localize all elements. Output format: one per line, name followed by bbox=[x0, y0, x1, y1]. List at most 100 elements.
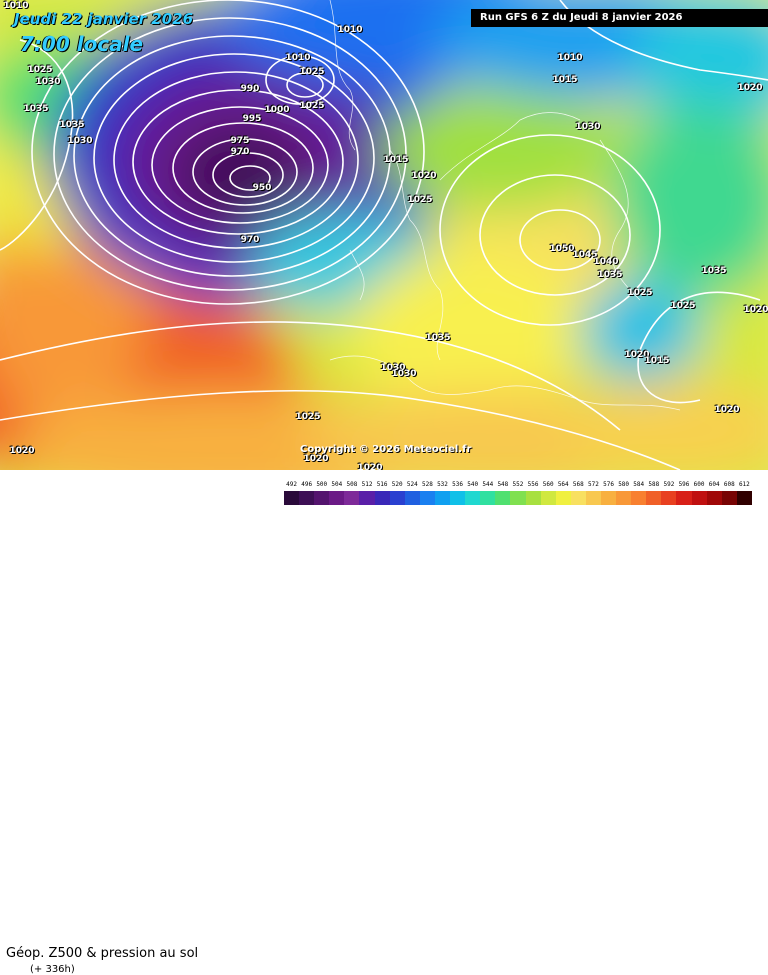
scale-tick-label: 552 bbox=[512, 481, 524, 488]
isobar-label: 970 bbox=[240, 235, 260, 245]
isobar-label: 1030 bbox=[35, 77, 61, 87]
scale-tick-label: 612 bbox=[738, 481, 750, 488]
isobar-label: 1050 bbox=[549, 244, 575, 254]
isobar-label: 1010 bbox=[285, 53, 311, 63]
scale-swatch bbox=[284, 491, 300, 505]
isobar-label: 1020 bbox=[411, 171, 437, 181]
scale-tick-label: 608 bbox=[723, 481, 735, 488]
product-title: Géop. Z500 & pression au sol bbox=[6, 946, 199, 961]
geopotential-colour-field bbox=[0, 0, 768, 470]
isobar-label: 1035 bbox=[23, 104, 49, 114]
scale-tick-label: 548 bbox=[497, 481, 509, 488]
isobar-label: 1025 bbox=[27, 65, 53, 75]
isobar-label: 1025 bbox=[670, 301, 696, 311]
isobar-label: 1025 bbox=[407, 195, 433, 205]
isobar-label: 950 bbox=[252, 183, 272, 193]
scale-swatch bbox=[359, 491, 375, 505]
weather-map: Jeudi 22 janvier 2026 7:00 locale Run GF… bbox=[0, 0, 768, 470]
isobar-label: 1020 bbox=[714, 405, 740, 415]
scale-tick-label: 580 bbox=[618, 481, 630, 488]
scale-swatch bbox=[525, 491, 541, 505]
scale-swatch bbox=[540, 491, 556, 505]
isobar-label: 1015 bbox=[552, 75, 578, 85]
scale-swatch bbox=[631, 491, 647, 505]
isobar-label: 1020 bbox=[357, 463, 383, 470]
scale-swatch bbox=[495, 491, 511, 505]
isobar-label: 1020 bbox=[9, 446, 35, 456]
isobar-label: 1045 bbox=[572, 250, 598, 260]
scale-tick-label: 596 bbox=[678, 481, 690, 488]
scale-tick-label: 532 bbox=[437, 481, 448, 488]
scale-tick-label: 568 bbox=[572, 481, 584, 488]
scale-swatch bbox=[736, 491, 752, 505]
scale-swatch bbox=[419, 491, 435, 505]
isobar-label: 1010 bbox=[557, 53, 583, 63]
isobar-label: 1010 bbox=[3, 1, 29, 11]
isobar-label: 1010 bbox=[337, 25, 363, 35]
scale-tick-label: 516 bbox=[376, 481, 388, 488]
scale-swatch bbox=[480, 491, 496, 505]
scale-swatch bbox=[344, 491, 360, 505]
scale-tick-label: 512 bbox=[361, 481, 373, 488]
isobar-label: 990 bbox=[240, 84, 260, 94]
isobar-label: 1000 bbox=[264, 105, 290, 115]
scale-swatch bbox=[616, 491, 632, 505]
scale-tick-label: 564 bbox=[557, 481, 569, 488]
scale-tick-label: 540 bbox=[467, 481, 479, 488]
scale-swatch bbox=[706, 491, 722, 505]
scale-swatch bbox=[329, 491, 345, 505]
isobar-label: 1015 bbox=[644, 356, 670, 366]
scale-swatch bbox=[374, 491, 390, 505]
scale-swatch bbox=[691, 491, 707, 505]
colour-scale-swatches bbox=[284, 491, 752, 505]
scale-tick-label: 528 bbox=[421, 481, 433, 488]
isobar-label: 1035 bbox=[425, 333, 451, 343]
colour-scale-ticks: 492 496 500 504 508 512 516 520 524 528 532 536 540 5… bbox=[284, 481, 752, 491]
scale-tick-label: 572 bbox=[588, 481, 599, 488]
scale-tick-label: 524 bbox=[406, 481, 418, 488]
isobar-label: 1030 bbox=[391, 369, 417, 379]
scale-tick-label: 496 bbox=[301, 481, 313, 488]
scale-tick-label: 592 bbox=[663, 481, 675, 488]
scale-swatch bbox=[555, 491, 571, 505]
scale-tick-label: 536 bbox=[452, 481, 463, 488]
scale-swatch bbox=[465, 491, 481, 505]
isobar-label: 1030 bbox=[575, 122, 601, 132]
scale-swatch bbox=[600, 491, 617, 505]
scale-swatch bbox=[646, 491, 662, 505]
scale-swatch bbox=[434, 491, 451, 505]
run-info-banner: Run GFS 6 Z du Jeudi 8 janvier 2026 bbox=[471, 9, 768, 27]
isobar-label: 1020 bbox=[743, 305, 768, 315]
isobar-label: 1025 bbox=[299, 101, 325, 111]
scale-swatch bbox=[676, 491, 692, 505]
scale-tick-label: 604 bbox=[708, 481, 720, 488]
scale-tick-label: 584 bbox=[633, 481, 645, 488]
scale-tick-label: 576 bbox=[603, 481, 614, 488]
scale-tick-label: 504 bbox=[331, 481, 343, 488]
scale-swatch bbox=[570, 491, 586, 505]
scale-swatch bbox=[510, 491, 526, 505]
valid-time: 7:00 locale bbox=[20, 32, 144, 56]
scale-tick-label: 544 bbox=[482, 481, 494, 488]
scale-tick-label: 556 bbox=[527, 481, 539, 488]
scale-swatch bbox=[585, 491, 601, 505]
scale-tick-label: 492 bbox=[286, 481, 297, 488]
isobar-label: 1025 bbox=[627, 288, 653, 298]
isobar-label: 1020 bbox=[303, 454, 329, 464]
scale-tick-label: 508 bbox=[346, 481, 358, 488]
scale-swatch bbox=[661, 491, 677, 505]
coastlines bbox=[329, 0, 681, 411]
valid-date: Jeudi 22 janvier 2026 bbox=[14, 10, 194, 28]
isobar-lines bbox=[0, 0, 768, 470]
scale-swatch bbox=[314, 491, 330, 505]
scale-tick-label: 600 bbox=[693, 481, 705, 488]
isobar-label: 970 bbox=[230, 147, 250, 157]
isobar-label: 1030 bbox=[380, 363, 406, 373]
scale-tick-label: 588 bbox=[648, 481, 660, 488]
scale-swatch bbox=[389, 491, 405, 505]
isobar-label: 1040 bbox=[593, 257, 619, 267]
isobar-label: 1025 bbox=[295, 412, 321, 422]
isobar-label: 1015 bbox=[383, 155, 409, 165]
isobar-label: 1020 bbox=[624, 350, 650, 360]
isobar-label: 1035 bbox=[597, 270, 623, 280]
